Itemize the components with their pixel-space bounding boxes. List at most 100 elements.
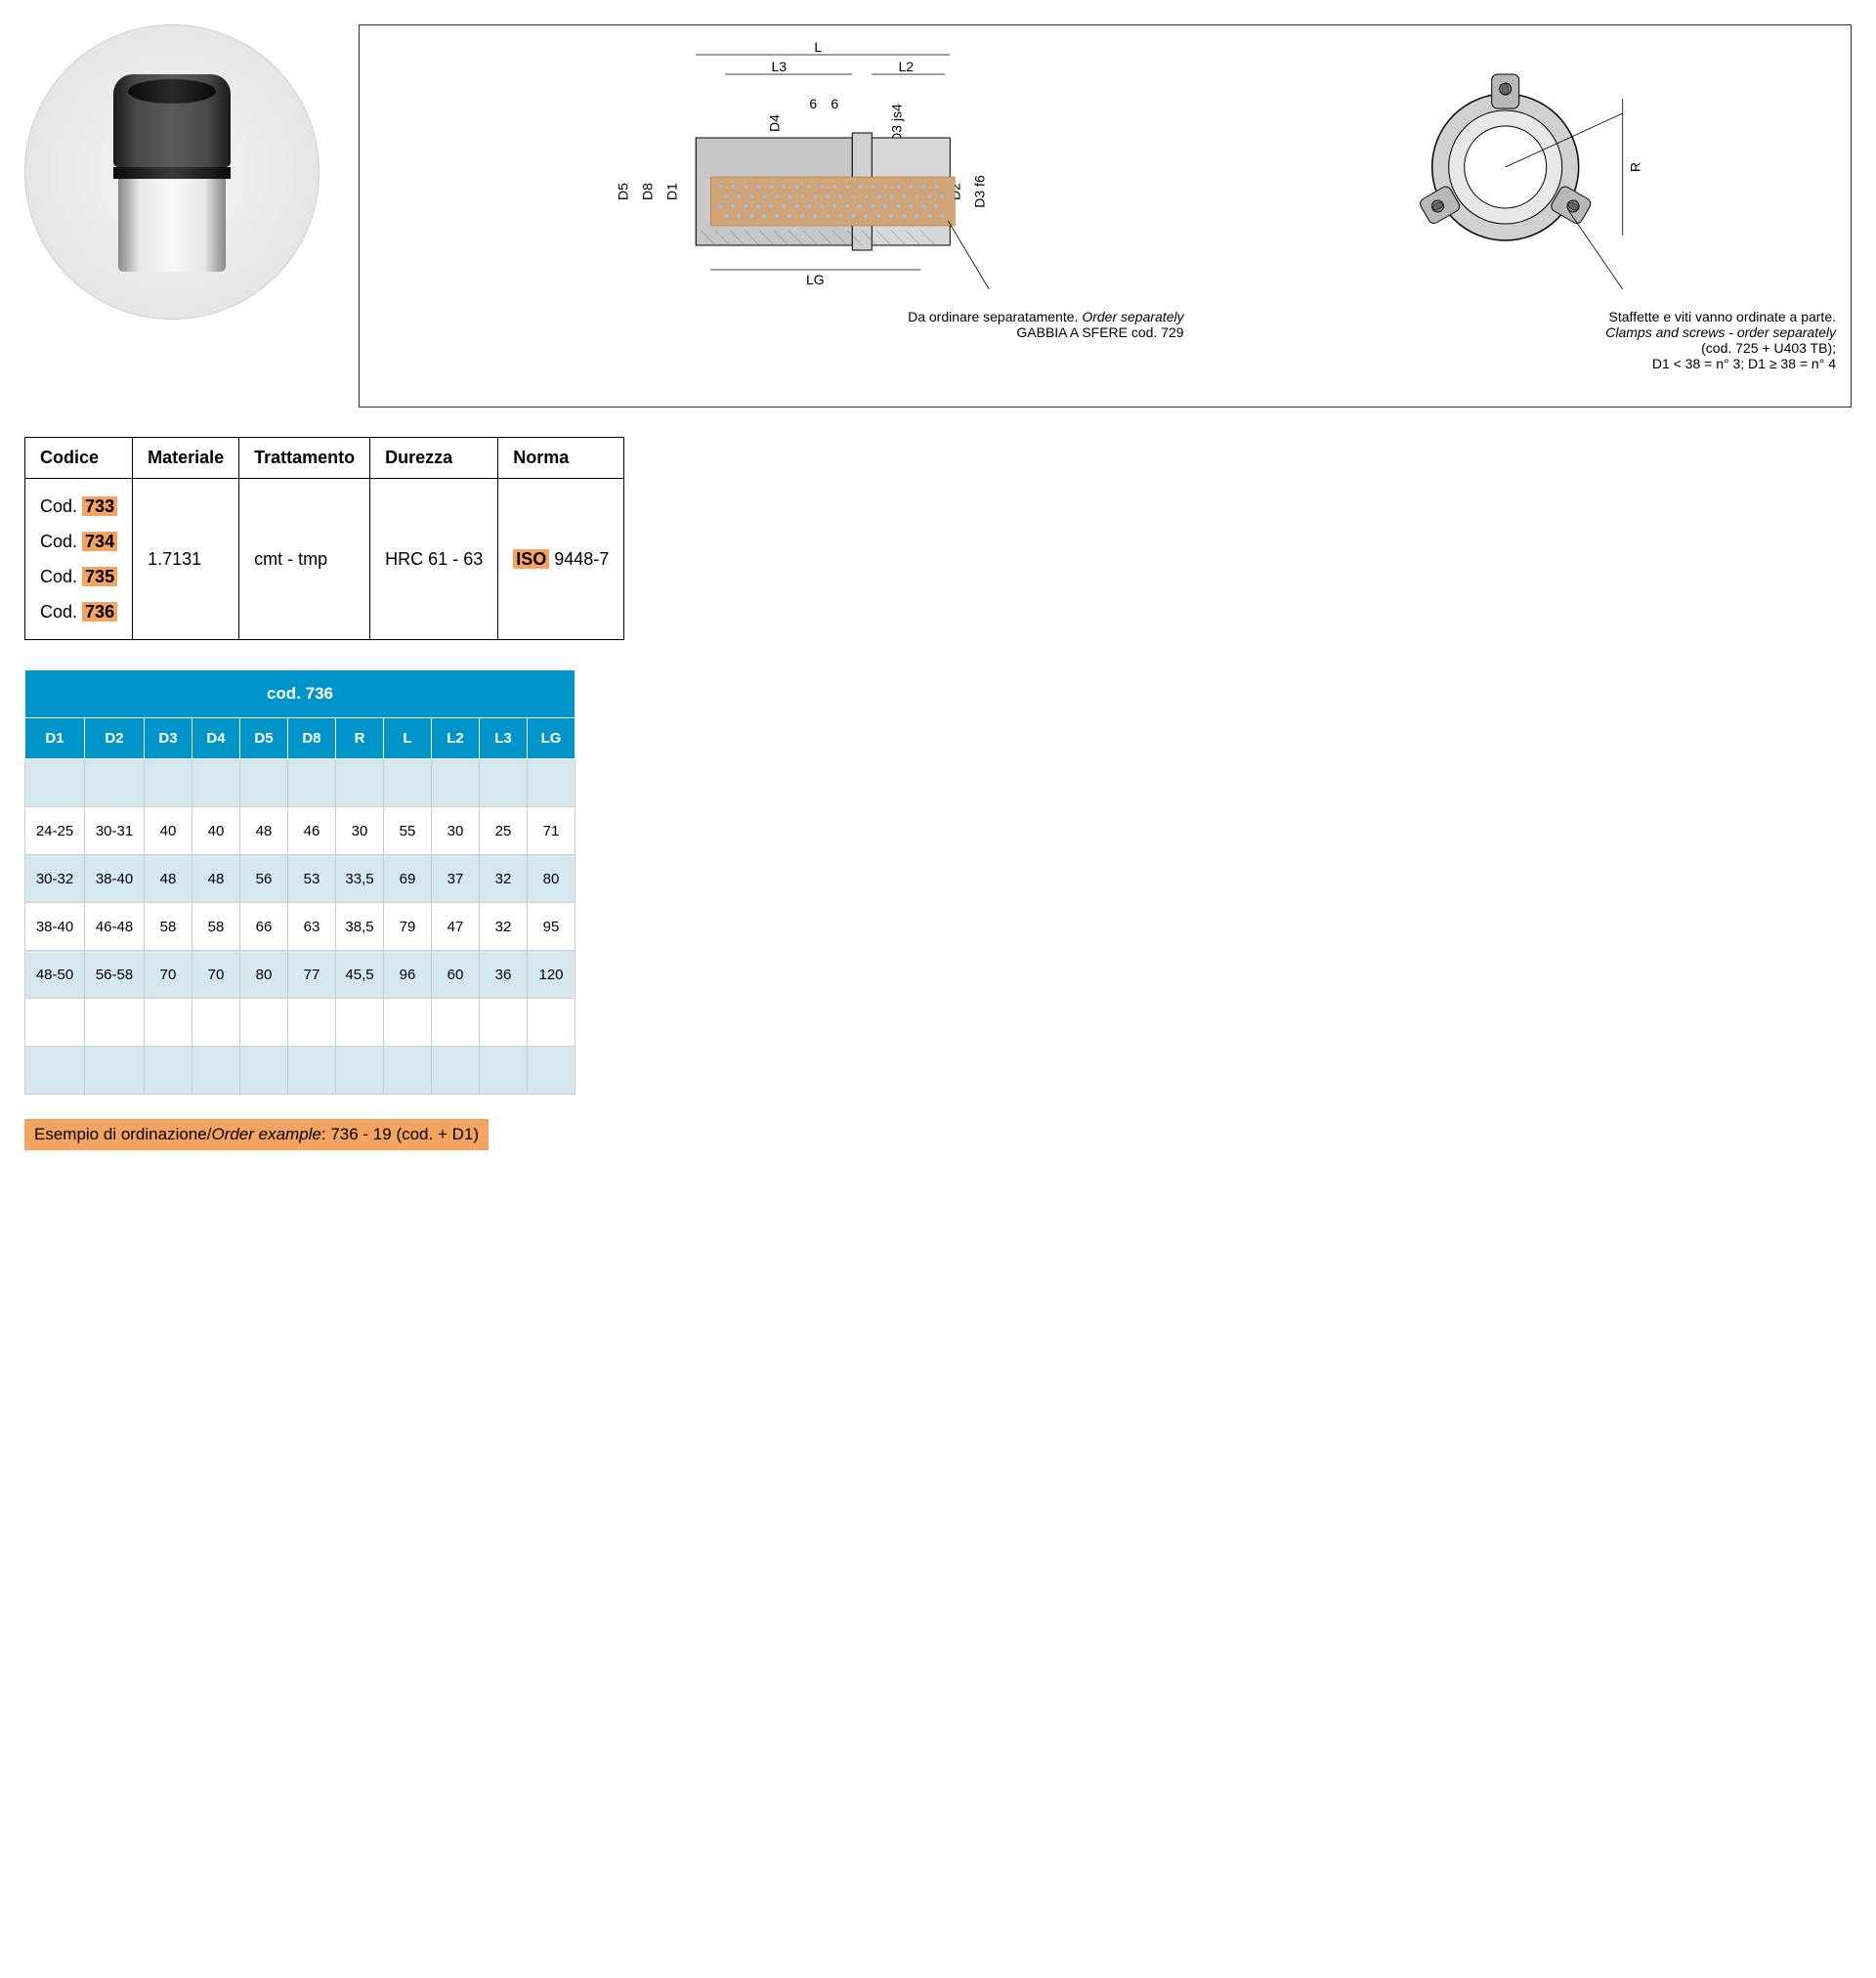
table-cell: 38,5 <box>336 903 384 951</box>
svg-text:D3 f6: D3 f6 <box>971 175 987 208</box>
table-cell: 48 <box>192 855 240 903</box>
table-cell: 30-32 <box>25 855 85 903</box>
table-cell: 56 <box>240 855 288 903</box>
col-header-d4: D4 <box>192 718 240 759</box>
table-cell: 25 <box>480 807 528 855</box>
table-cell <box>192 999 240 1047</box>
table-cell <box>25 999 85 1047</box>
order-example: Esempio di ordinazione/Order example: 73… <box>24 1119 489 1150</box>
dimension-table: cod. 736 D1D2D3D4D5D8RLL2L3LG 24-2530-31… <box>24 669 576 1095</box>
table-cell <box>240 999 288 1047</box>
col-header-l2: L2 <box>432 718 480 759</box>
table-cell: 95 <box>528 903 576 951</box>
table-cell: 38-40 <box>85 855 145 903</box>
table-cell <box>480 999 528 1047</box>
table-cell <box>145 999 192 1047</box>
svg-text:L: L <box>814 40 822 55</box>
table-cell: 69 <box>384 855 432 903</box>
table-cell <box>432 1047 480 1095</box>
table-cell: 40 <box>145 807 192 855</box>
spec-codes: Cod. 733 Cod. 734 Cod. 735 Cod. 736 <box>25 479 133 640</box>
table-cell: 36 <box>480 951 528 999</box>
col-header-d3: D3 <box>145 718 192 759</box>
table-cell <box>480 1047 528 1095</box>
data-table-title: cod. 736 <box>25 670 576 718</box>
table-row: 38-4046-485858666338,579473295 <box>25 903 576 951</box>
table-cell: 30-31 <box>85 807 145 855</box>
table-cell <box>25 1047 85 1095</box>
table-cell: 48-50 <box>25 951 85 999</box>
table-cell: 46 <box>288 807 336 855</box>
table-cell: 71 <box>528 807 576 855</box>
table-cell: 56-58 <box>85 951 145 999</box>
technical-diagram: L L3 L2 6 6 D4 D3 js4 D5 D8 D1 D2 D3 f6 <box>359 24 1852 408</box>
table-cell: 63 <box>288 903 336 951</box>
table-row: 48-5056-587070807745,5966036120 <box>25 951 576 999</box>
table-cell: 46-48 <box>85 903 145 951</box>
col-header-r: R <box>336 718 384 759</box>
table-cell: 33,5 <box>336 855 384 903</box>
table-row <box>25 999 576 1047</box>
table-cell: 79 <box>384 903 432 951</box>
table-cell: 38-40 <box>25 903 85 951</box>
table-cell <box>240 1047 288 1095</box>
table-cell <box>528 759 576 807</box>
table-cell: 37 <box>432 855 480 903</box>
svg-text:LG: LG <box>806 272 825 287</box>
table-cell <box>432 999 480 1047</box>
table-cell <box>192 1047 240 1095</box>
svg-text:6: 6 <box>831 96 838 111</box>
table-row: 24-2530-31404048463055302571 <box>25 807 576 855</box>
svg-text:L2: L2 <box>899 59 915 74</box>
table-cell: 30 <box>336 807 384 855</box>
table-cell: 45,5 <box>336 951 384 999</box>
table-row <box>25 1047 576 1095</box>
table-cell: 47 <box>432 903 480 951</box>
table-cell <box>25 759 85 807</box>
svg-text:D1: D1 <box>663 183 679 200</box>
spec-header-norma: Norma <box>498 438 624 479</box>
spec-durezza: HRC 61 - 63 <box>370 479 498 640</box>
specification-table: Codice Materiale Trattamento Durezza Nor… <box>24 437 624 640</box>
table-cell: 53 <box>288 855 336 903</box>
table-cell <box>528 1047 576 1095</box>
table-cell: 58 <box>145 903 192 951</box>
table-cell: 32 <box>480 903 528 951</box>
table-cell <box>480 759 528 807</box>
table-cell <box>336 759 384 807</box>
table-cell: 80 <box>240 951 288 999</box>
table-row: 30-3238-404848565333,569373280 <box>25 855 576 903</box>
diagram-left-note: Da ordinare separatamente. Order separat… <box>374 309 1184 340</box>
table-cell: 24-25 <box>25 807 85 855</box>
table-cell <box>192 759 240 807</box>
table-cell: 70 <box>145 951 192 999</box>
col-header-d1: D1 <box>25 718 85 759</box>
spec-header-durezza: Durezza <box>370 438 498 479</box>
col-header-l3: L3 <box>480 718 528 759</box>
spec-norma: ISO 9448-7 <box>498 479 624 640</box>
table-cell <box>240 759 288 807</box>
spec-materiale: 1.7131 <box>133 479 239 640</box>
table-cell: 48 <box>240 807 288 855</box>
table-cell <box>432 759 480 807</box>
table-cell: 40 <box>192 807 240 855</box>
bushing-illustration <box>113 74 231 270</box>
spec-header-trattamento: Trattamento <box>239 438 370 479</box>
col-header-d5: D5 <box>240 718 288 759</box>
table-cell <box>288 759 336 807</box>
spec-trattamento: cmt - tmp <box>239 479 370 640</box>
svg-text:D4: D4 <box>766 114 782 132</box>
table-cell <box>336 1047 384 1095</box>
table-cell <box>85 1047 145 1095</box>
svg-text:R: R <box>1627 162 1642 172</box>
svg-text:D5: D5 <box>615 183 630 200</box>
svg-text:6: 6 <box>809 96 817 111</box>
spec-header-codice: Codice <box>25 438 133 479</box>
table-cell <box>384 1047 432 1095</box>
table-cell <box>288 999 336 1047</box>
table-cell <box>85 999 145 1047</box>
table-cell <box>145 759 192 807</box>
table-cell: 55 <box>384 807 432 855</box>
svg-text:D3 js4: D3 js4 <box>888 104 904 143</box>
table-row <box>25 759 576 807</box>
